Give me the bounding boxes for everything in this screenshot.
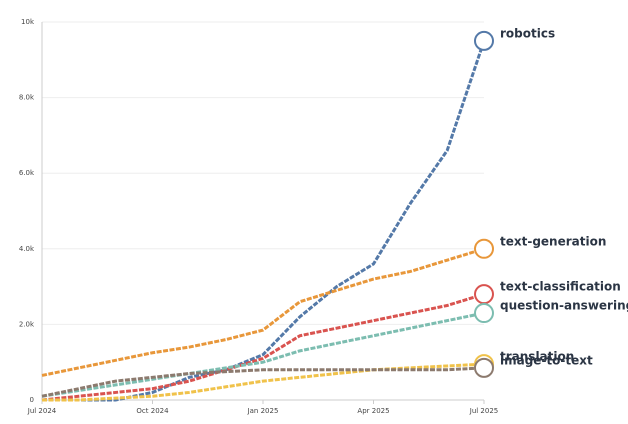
end-marker [474,284,494,305]
y-tick-label: 8.0k [19,94,35,102]
x-tick-label: Jul 2024 [27,407,57,415]
x-tick-label: Oct 2024 [136,407,169,415]
series-line [41,311,485,398]
x-tick-label: Jul 2025 [469,407,499,415]
series-label: translation [500,350,574,364]
series-label: image-to-text [500,353,593,367]
y-tick-label: 10k [21,18,35,26]
series-label: question-answering [500,299,628,313]
end-marker [474,357,494,378]
x-tick-label: Jan 2025 [247,407,279,415]
series-line [41,247,485,377]
y-tick-label: 4.0k [19,245,35,253]
series-line [42,40,486,402]
end-marker [474,238,494,259]
y-tick-label: 2.0k [19,320,35,328]
series-line [41,292,485,402]
y-tick-label: 6.0k [19,169,35,177]
series-label: text-classification [500,280,621,294]
x-tick-label: Apr 2025 [357,407,389,415]
series-line [42,362,485,402]
y-tick-label: 0 [30,396,34,404]
series-label: robotics [500,26,555,40]
end-marker [474,30,494,51]
series-line [41,366,485,398]
series-label: text-generation [500,234,606,248]
end-marker [474,303,494,324]
